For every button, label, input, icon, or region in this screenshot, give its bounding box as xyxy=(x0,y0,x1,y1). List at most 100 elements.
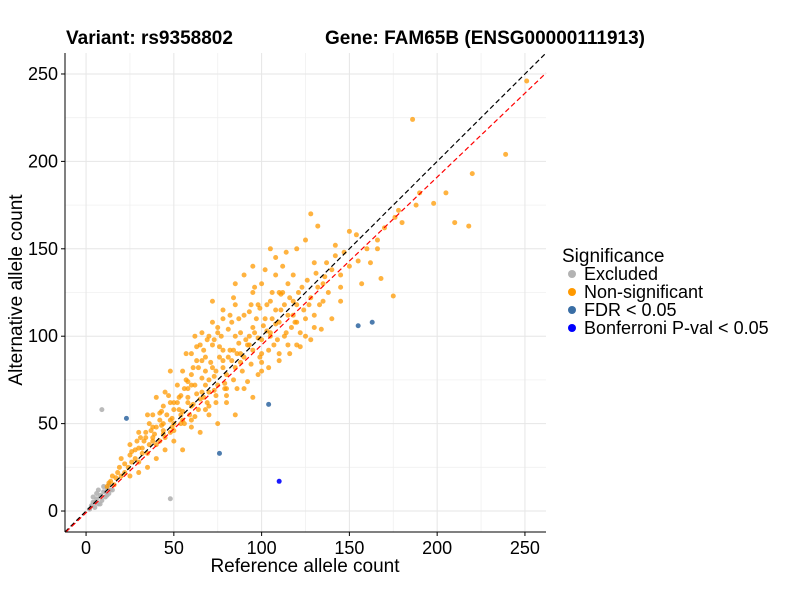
data-point-nonsig xyxy=(171,400,177,406)
data-point-nonsig xyxy=(183,351,189,357)
data-point-nonsig xyxy=(399,220,405,226)
data-point-excluded xyxy=(109,487,115,493)
data-point-fdr xyxy=(355,323,361,329)
data-point-nonsig xyxy=(202,407,208,413)
data-point-nonsig xyxy=(299,284,305,290)
data-point-nonsig xyxy=(167,400,173,406)
data-point-excluded xyxy=(95,487,101,493)
y-tick-label: 0 xyxy=(48,501,58,521)
data-point-nonsig xyxy=(202,354,208,360)
data-point-nonsig xyxy=(353,232,359,238)
data-point-nonsig xyxy=(273,272,279,278)
data-point-fdr xyxy=(369,319,375,325)
data-point-nonsig xyxy=(239,368,245,374)
data-point-nonsig xyxy=(338,272,344,278)
data-point-nonsig xyxy=(157,410,163,416)
data-point-excluded xyxy=(104,492,110,498)
data-point-nonsig xyxy=(315,284,321,290)
data-point-nonsig xyxy=(225,326,231,332)
data-point-nonsig xyxy=(225,354,231,360)
data-point-nonsig xyxy=(273,255,279,261)
data-point-nonsig xyxy=(283,330,289,336)
data-point-excluded xyxy=(99,407,105,413)
data-point-nonsig xyxy=(264,302,270,308)
data-point-nonsig xyxy=(129,459,135,465)
data-point-nonsig xyxy=(136,429,142,435)
data-point-nonsig xyxy=(255,372,261,378)
data-point-nonsig xyxy=(374,246,380,252)
data-point-nonsig xyxy=(215,324,221,330)
data-point-nonsig xyxy=(229,358,235,364)
data-point-nonsig xyxy=(241,272,247,278)
x-tick-label: 200 xyxy=(422,538,452,558)
data-point-nonsig xyxy=(281,302,287,308)
data-point-nonsig xyxy=(211,337,217,343)
data-point-nonsig xyxy=(374,237,380,243)
data-point-nonsig xyxy=(292,319,298,325)
data-point-nonsig xyxy=(257,305,263,311)
data-point-nonsig xyxy=(162,447,168,453)
data-point-excluded xyxy=(97,501,103,507)
data-point-nonsig xyxy=(185,379,191,385)
data-point-nonsig xyxy=(232,333,238,339)
data-point-nonsig xyxy=(220,358,226,364)
data-point-nonsig xyxy=(109,473,115,479)
legend: Significance ExcludedNon-significantFDR … xyxy=(562,246,769,338)
data-point-nonsig xyxy=(324,260,330,266)
data-point-nonsig xyxy=(188,424,194,430)
data-point-nonsig xyxy=(311,324,317,330)
data-point-nonsig xyxy=(290,298,296,304)
data-point-nonsig xyxy=(192,382,198,388)
data-point-nonsig xyxy=(338,298,344,304)
data-point-nonsig xyxy=(152,431,158,437)
data-point-nonsig xyxy=(236,340,242,346)
data-point-nonsig xyxy=(204,337,210,343)
data-point-nonsig xyxy=(329,316,335,322)
data-point-nonsig xyxy=(118,456,124,462)
data-point-nonsig xyxy=(267,246,273,252)
data-point-nonsig xyxy=(241,312,247,318)
x-axis-label: Reference allele count xyxy=(210,556,400,577)
data-point-nonsig xyxy=(174,400,180,406)
data-point-nonsig xyxy=(127,442,133,448)
data-point-nonsig xyxy=(359,281,365,287)
chart-title-gene: Gene: FAM65B (ENSG00000111913) xyxy=(325,28,645,49)
data-point-nonsig xyxy=(227,312,233,318)
data-point-nonsig xyxy=(209,298,215,304)
data-point-excluded xyxy=(101,489,107,495)
x-tick-label: 150 xyxy=(334,538,364,558)
data-point-nonsig xyxy=(308,337,314,343)
data-point-nonsig xyxy=(224,400,230,406)
data-point-nonsig xyxy=(276,351,282,357)
data-point-nonsig xyxy=(199,375,205,381)
data-point-nonsig xyxy=(252,330,258,336)
data-point-nonsig xyxy=(234,386,240,392)
data-point-nonsig xyxy=(303,237,308,243)
data-point-nonsig xyxy=(338,284,344,290)
data-point-nonsig xyxy=(231,377,237,383)
data-point-nonsig xyxy=(201,347,207,353)
data-point-nonsig xyxy=(524,78,530,84)
data-point-nonsig xyxy=(294,246,300,252)
data-point-nonsig xyxy=(267,298,273,304)
data-point-nonsig xyxy=(257,354,263,360)
y-tick-label: 200 xyxy=(28,151,58,171)
reference-line xyxy=(65,72,547,533)
data-point-nonsig xyxy=(199,330,205,336)
data-point-nonsig xyxy=(262,316,268,322)
data-point-nonsig xyxy=(297,344,303,350)
data-point-nonsig xyxy=(185,400,191,406)
data-point-nonsig xyxy=(199,389,205,395)
data-point-nonsig xyxy=(178,393,184,399)
data-point-nonsig xyxy=(185,386,191,392)
data-point-nonsig xyxy=(315,223,321,229)
data-point-nonsig xyxy=(250,263,256,269)
data-point-nonsig xyxy=(452,220,458,226)
reference-line xyxy=(64,52,547,533)
data-point-nonsig xyxy=(181,386,187,392)
data-point-nonsig xyxy=(252,284,258,290)
data-point-nonsig xyxy=(206,412,212,418)
data-point-nonsig xyxy=(148,428,154,434)
data-point-nonsig xyxy=(250,394,256,400)
data-point-nonsig xyxy=(106,480,112,486)
